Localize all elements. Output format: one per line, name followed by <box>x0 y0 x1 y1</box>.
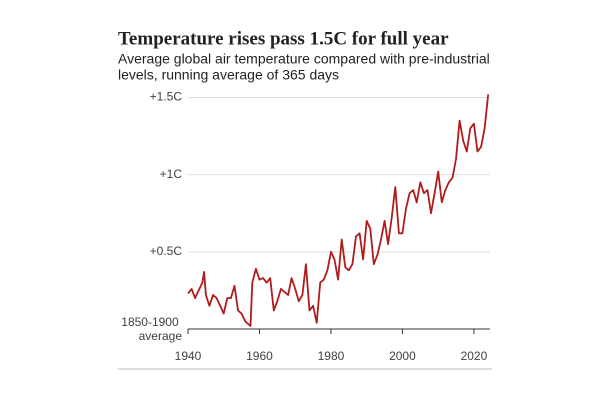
x-tick-label: 2020 <box>461 349 488 363</box>
x-tick-label: 1960 <box>246 349 273 363</box>
chart-title: Temperature rises pass 1.5C for full yea… <box>118 28 449 49</box>
x-tick-label: 1980 <box>318 349 345 363</box>
x-tick-label: 2000 <box>389 349 416 363</box>
y-tick-label: +1.5C <box>150 90 183 104</box>
chart-subtitle: Average global air temperature compared … <box>118 51 490 67</box>
y-tick-label: +0.5C <box>150 244 183 258</box>
y-tick-label: +1C <box>160 167 183 181</box>
y-tick-label: 1850-1900 average <box>121 315 182 343</box>
temperature-line <box>187 94 490 327</box>
x-tick-label: 1940 <box>175 349 202 363</box>
chart-subtitle: levels, running average of 365 days <box>118 67 339 83</box>
